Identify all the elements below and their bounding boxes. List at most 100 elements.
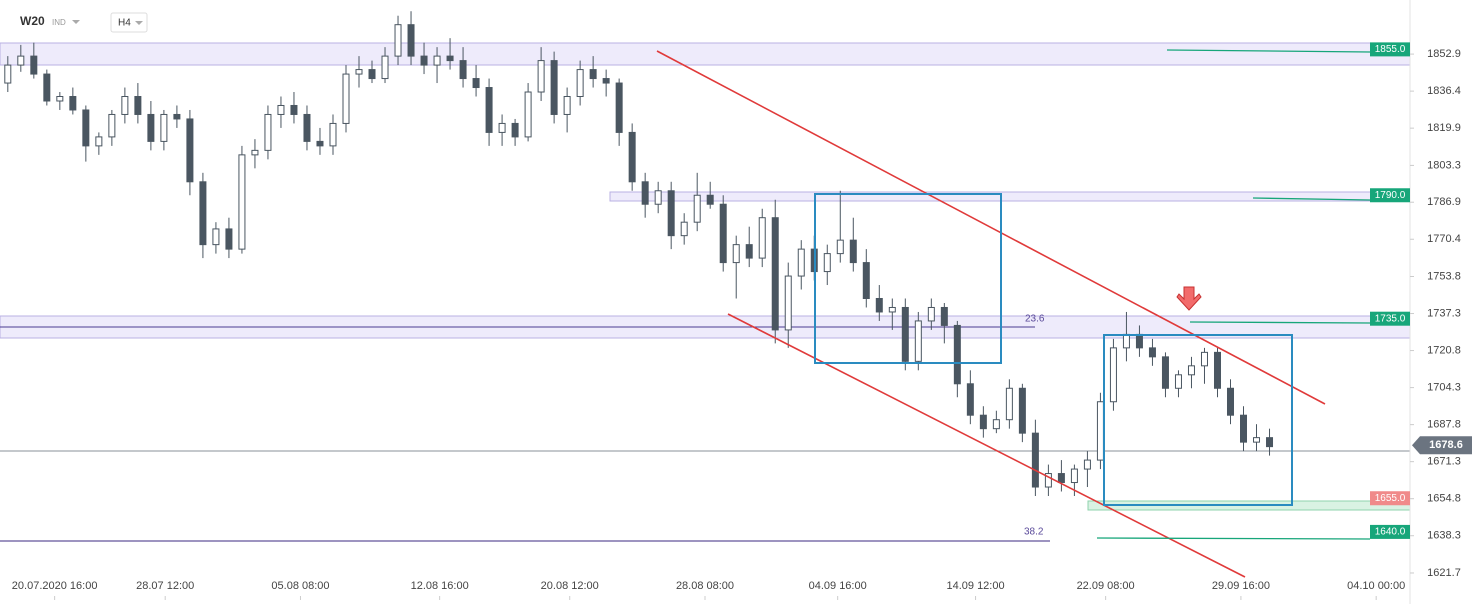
candle-body — [394, 24, 402, 57]
candle-body — [420, 55, 428, 66]
candle-body — [147, 113, 155, 142]
price-tag-label: 1678.6 — [1429, 439, 1463, 451]
candle-body — [1083, 459, 1091, 470]
candle-body — [1200, 351, 1208, 367]
candle-body — [589, 69, 597, 80]
x-tick-label: 29.09 16:00 — [1212, 580, 1270, 592]
level-line — [1096, 537, 1371, 540]
candle-body — [82, 109, 90, 147]
box — [814, 193, 1002, 364]
level-line — [1166, 49, 1371, 53]
candle-body — [1161, 356, 1169, 389]
candle-body — [641, 181, 649, 205]
price-tag — [1370, 42, 1410, 57]
candle-body — [1031, 432, 1039, 488]
y-tick-label: 1687.8 — [1427, 419, 1461, 431]
candle-body — [758, 217, 766, 259]
candle-body — [563, 96, 571, 115]
candle-body — [1109, 347, 1117, 403]
candle-body — [56, 96, 64, 102]
candle-body — [1266, 437, 1274, 448]
y-tick-label: 1836.4 — [1427, 85, 1461, 97]
candle-body — [1253, 437, 1261, 443]
x-tick-label: 05.08 08:00 — [271, 580, 329, 592]
candle-body — [121, 96, 129, 115]
candle-body — [69, 96, 77, 111]
y-tick-label: 1819.9 — [1427, 122, 1461, 134]
candle-body — [771, 217, 779, 331]
price-tag-label: 1655.0 — [1375, 493, 1406, 504]
fib-label: 23.6 — [1025, 314, 1045, 325]
x-tick-label: 20.08 12:00 — [541, 580, 599, 592]
candle-body — [875, 297, 883, 313]
candle-body — [836, 239, 844, 255]
candle-body — [849, 239, 857, 264]
candle-body — [992, 419, 1000, 430]
market: IND — [52, 18, 66, 27]
candle-body — [459, 60, 467, 80]
x-tick-label: 14.09 12:00 — [946, 580, 1004, 592]
candle-body — [173, 113, 181, 120]
candle-body — [238, 154, 246, 250]
candle-body — [667, 190, 675, 237]
candle-body — [927, 306, 935, 322]
candle-body — [888, 306, 896, 313]
price-tag — [1370, 524, 1410, 539]
candle-body — [979, 414, 987, 430]
candle-body — [225, 228, 233, 250]
candle-body — [524, 91, 532, 138]
candle-body — [628, 131, 636, 183]
candle-body — [615, 82, 623, 133]
candle-body — [1226, 387, 1234, 416]
candle-body — [316, 140, 324, 147]
candle-body — [706, 194, 714, 205]
candle-body — [654, 190, 662, 205]
candle-body — [1044, 473, 1052, 488]
dropdown-caret[interactable] — [72, 20, 80, 24]
channel-line — [727, 313, 1246, 578]
candle-body — [472, 78, 480, 89]
candle-body — [797, 248, 805, 277]
y-tick-label: 1654.8 — [1427, 493, 1461, 505]
candle-body — [446, 55, 454, 62]
candle-body — [342, 73, 350, 124]
interval-selector[interactable] — [110, 12, 148, 33]
candle-body — [303, 113, 311, 142]
candle-body — [4, 64, 12, 84]
candle-body — [1057, 473, 1065, 484]
candle-body — [823, 253, 831, 273]
zone — [0, 42, 1411, 66]
candle-body — [914, 320, 922, 362]
y-tick-label: 1803.3 — [1427, 159, 1461, 171]
level-line — [1252, 197, 1371, 201]
candle-body — [602, 78, 610, 84]
candle-body — [1005, 387, 1013, 421]
y-tick-label: 1753.8 — [1427, 270, 1461, 282]
candle-body — [355, 69, 363, 75]
x-tick-label: 28.08 08:00 — [676, 580, 734, 592]
candle-body — [550, 60, 558, 115]
price-tag-label: 1790.0 — [1375, 190, 1406, 201]
candle-body — [329, 122, 337, 147]
candle-body — [264, 113, 272, 151]
x-tick-label: 20.07.2020 16:00 — [12, 580, 98, 592]
price-tag — [1370, 188, 1410, 203]
candle-body — [1174, 374, 1182, 389]
y-tick-label: 1671.3 — [1427, 456, 1461, 468]
price-tag-label: 1640.0 — [1375, 527, 1406, 538]
candle-body — [680, 221, 688, 237]
fib-label: 38.2 — [1024, 527, 1044, 538]
price-tag — [1370, 491, 1410, 506]
candle-body — [1240, 414, 1248, 443]
candle-body — [719, 203, 727, 264]
candle-body — [160, 113, 168, 142]
y-tick-label: 1621.7 — [1427, 567, 1461, 579]
candle-body — [693, 194, 701, 223]
y-tick-label: 1737.3 — [1427, 307, 1461, 319]
candle-body — [784, 275, 792, 331]
candle-body — [485, 87, 493, 133]
candle-body — [30, 55, 38, 75]
candle-body — [407, 24, 415, 57]
candles — [4, 11, 1274, 496]
